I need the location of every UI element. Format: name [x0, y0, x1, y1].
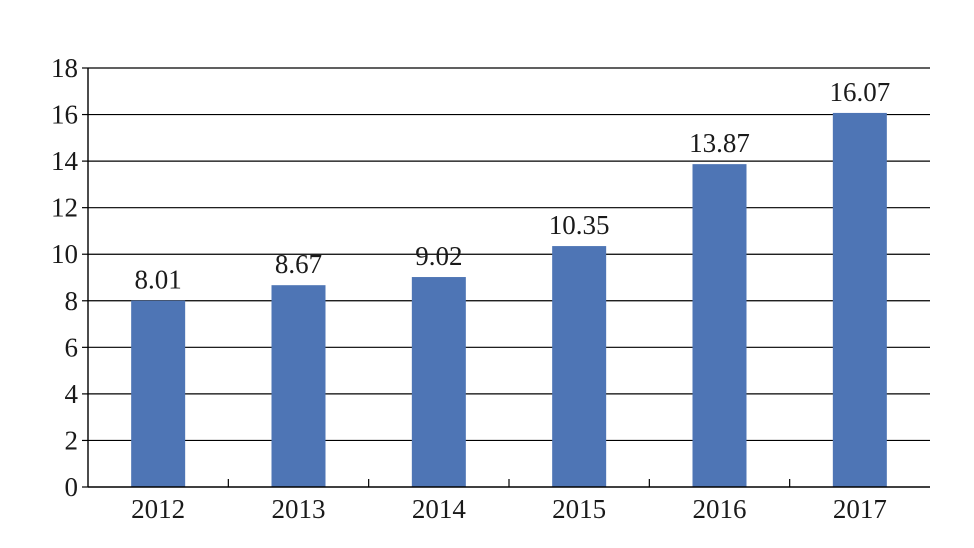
- bars: [131, 112, 887, 488]
- x-tick-label: 2015: [552, 494, 606, 524]
- y-tick-label: 12: [51, 193, 78, 223]
- y-tick-labels: 0 2 4 6 8 10 12 14 16 18: [51, 53, 79, 502]
- data-label-2015: 10.35: [549, 210, 610, 240]
- y-tick-label: 18: [51, 53, 78, 83]
- data-label-2012: 8.01: [135, 265, 182, 295]
- y-tick-label: 6: [65, 332, 79, 362]
- data-labels: 8.01 8.67 9.02 10.35 13.87 16.07: [135, 77, 891, 295]
- x-tick-label: 2016: [693, 494, 747, 524]
- x-tick-label: 2012: [131, 494, 185, 524]
- x-tick-label: 2017: [833, 494, 887, 524]
- data-label-2016: 13.87: [689, 128, 750, 158]
- y-tick-label: 8: [65, 286, 79, 316]
- y-tick-label: 10: [51, 239, 78, 269]
- y-tick-label: 2: [65, 425, 79, 455]
- data-label-2017: 16.07: [829, 77, 890, 107]
- axes: [82, 67, 930, 488]
- y-tick-label: 14: [51, 146, 79, 176]
- bar-2016: [692, 164, 747, 488]
- x-tick-labels: 2012 2013 2014 2015 2016 2017: [131, 494, 887, 524]
- bar-2012: [131, 300, 186, 487]
- bar-2014: [411, 277, 466, 487]
- data-label-2013: 8.67: [275, 249, 322, 279]
- gridlines: [88, 67, 930, 442]
- bar-2017: [832, 112, 887, 487]
- bar-2013: [271, 285, 326, 487]
- bar-2015: [552, 246, 607, 487]
- y-tick-label: 16: [51, 100, 78, 130]
- data-label-2014: 9.02: [415, 241, 462, 271]
- x-tick-label: 2014: [412, 494, 467, 524]
- y-tick-label: 4: [65, 379, 79, 409]
- x-tick-label: 2013: [272, 494, 326, 524]
- y-tick-label: 0: [65, 472, 79, 502]
